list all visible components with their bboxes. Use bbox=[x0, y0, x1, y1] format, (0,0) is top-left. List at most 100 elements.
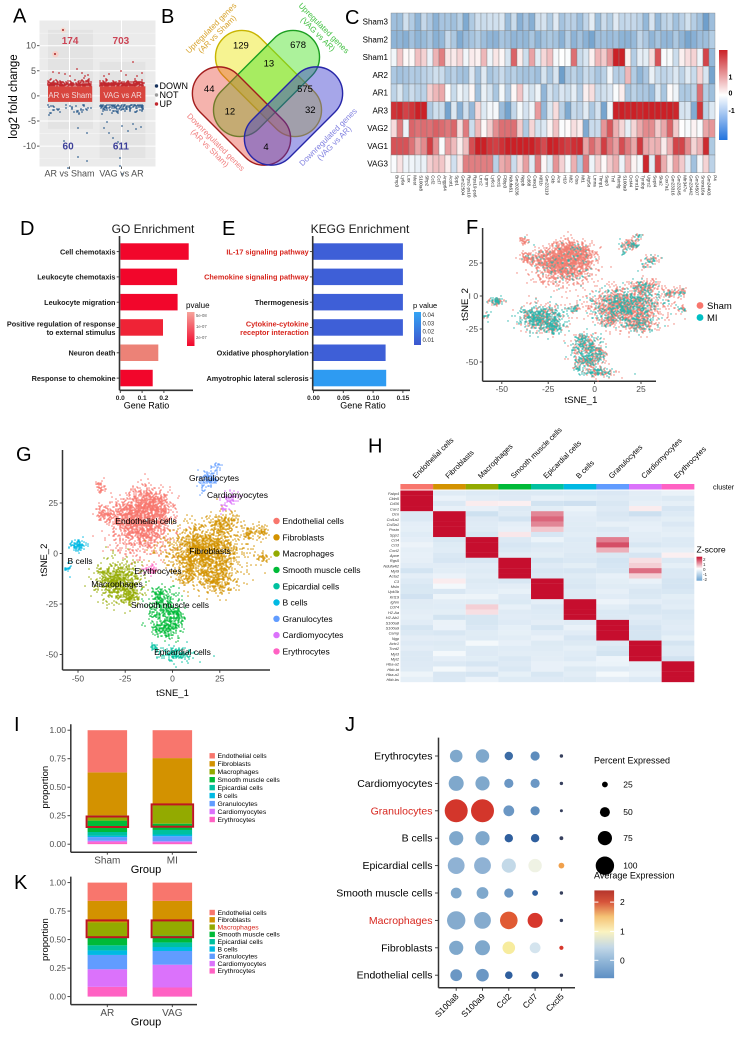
svg-text:Sham3: Sham3 bbox=[363, 18, 389, 27]
svg-text:0.2: 0.2 bbox=[159, 395, 168, 402]
svg-text:0.10: 0.10 bbox=[367, 395, 380, 402]
svg-text:Oxidative phosphorylation: Oxidative phosphorylation bbox=[217, 349, 309, 358]
svg-text:H2-Ab1: H2-Ab1 bbox=[386, 615, 399, 620]
svg-text:1: 1 bbox=[729, 75, 733, 82]
svg-text:Mt1: Mt1 bbox=[581, 175, 586, 183]
svg-text:0: 0 bbox=[170, 674, 175, 684]
svg-text:Group: Group bbox=[131, 1017, 162, 1029]
svg-text:Epicardial cells: Epicardial cells bbox=[218, 785, 264, 792]
svg-text:Mest: Mest bbox=[413, 175, 418, 186]
svg-text:174: 174 bbox=[62, 36, 79, 47]
svg-text:32: 32 bbox=[305, 105, 316, 116]
svg-text:Lmna: Lmna bbox=[593, 175, 598, 187]
svg-text:Macrophages: Macrophages bbox=[283, 549, 335, 559]
svg-text:-5: -5 bbox=[28, 116, 36, 126]
svg-text:tSNE_2: tSNE_2 bbox=[460, 288, 471, 321]
svg-text:Ckb: Ckb bbox=[551, 175, 556, 184]
svg-text:0.1: 0.1 bbox=[138, 395, 147, 402]
svg-text:1e-07: 1e-07 bbox=[196, 324, 207, 329]
svg-text:Epicardial cells: Epicardial cells bbox=[154, 647, 211, 657]
svg-text:J: J bbox=[345, 714, 355, 736]
svg-text:Gm24403: Gm24403 bbox=[707, 175, 712, 196]
svg-text:AR2: AR2 bbox=[372, 71, 388, 80]
svg-text:Amyotrophic lateral sclerosis: Amyotrophic lateral sclerosis bbox=[206, 374, 308, 383]
svg-text:611: 611 bbox=[113, 142, 130, 153]
svg-text:Actc1: Actc1 bbox=[388, 641, 399, 646]
svg-text:0.75: 0.75 bbox=[49, 754, 66, 764]
svg-text:C3: C3 bbox=[394, 579, 400, 584]
svg-text:75: 75 bbox=[623, 833, 633, 843]
svg-text:Granulocytes: Granulocytes bbox=[371, 805, 433, 817]
svg-text:D: D bbox=[20, 218, 34, 240]
svg-text:H: H bbox=[368, 436, 382, 458]
svg-text:Retnlg: Retnlg bbox=[617, 175, 622, 189]
svg-text:Cav1: Cav1 bbox=[390, 506, 399, 511]
svg-text:Myl2: Myl2 bbox=[391, 657, 400, 662]
svg-text:5e-08: 5e-08 bbox=[196, 313, 207, 318]
svg-text:S100a9: S100a9 bbox=[623, 175, 628, 191]
svg-text:VAG2: VAG2 bbox=[367, 124, 388, 133]
svg-text:Fibroblasts: Fibroblasts bbox=[381, 942, 432, 954]
svg-text:0.00: 0.00 bbox=[49, 839, 66, 849]
svg-text:AR1: AR1 bbox=[372, 89, 388, 98]
svg-text:E: E bbox=[222, 218, 235, 240]
svg-text:P4: P4 bbox=[713, 175, 718, 181]
svg-text:Endothelial cells: Endothelial cells bbox=[218, 753, 268, 760]
svg-text:C: C bbox=[345, 7, 359, 29]
svg-text:0.15: 0.15 bbox=[397, 395, 410, 402]
svg-text:Cd74: Cd74 bbox=[390, 605, 400, 610]
svg-text:0.25: 0.25 bbox=[49, 811, 66, 821]
svg-text:Ndufa4l2: Ndufa4l2 bbox=[383, 563, 399, 568]
svg-text:Rps2-ps10: Rps2-ps10 bbox=[467, 175, 472, 198]
svg-text:B cells: B cells bbox=[283, 598, 308, 608]
svg-text:Kif1b: Kif1b bbox=[539, 175, 544, 186]
svg-text:Ace: Ace bbox=[557, 175, 562, 183]
svg-text:IL-17 signaling pathway: IL-17 signaling pathway bbox=[226, 247, 309, 256]
svg-text:Cxcl2: Cxcl2 bbox=[389, 548, 400, 553]
svg-text:tSNE_1: tSNE_1 bbox=[565, 395, 598, 406]
svg-text:Mt2: Mt2 bbox=[569, 175, 574, 183]
svg-text:25: 25 bbox=[215, 674, 225, 684]
svg-text:678: 678 bbox=[290, 40, 306, 51]
svg-text:100: 100 bbox=[623, 861, 637, 871]
svg-text:Cd68: Cd68 bbox=[527, 175, 532, 186]
svg-text:0.02: 0.02 bbox=[423, 330, 435, 336]
svg-text:Hba-a2: Hba-a2 bbox=[386, 662, 400, 667]
svg-text:Z-score: Z-score bbox=[697, 545, 726, 555]
svg-text:Cd36: Cd36 bbox=[390, 501, 400, 506]
svg-text:G: G bbox=[16, 444, 32, 466]
svg-text:Bmp3: Bmp3 bbox=[395, 175, 400, 187]
svg-text:Gm20236: Gm20236 bbox=[515, 175, 520, 196]
svg-text:tSNE_2: tSNE_2 bbox=[39, 544, 50, 577]
svg-text:F8bp3: F8bp3 bbox=[503, 175, 508, 188]
svg-text:proportion: proportion bbox=[40, 766, 51, 809]
svg-text:129: 129 bbox=[233, 41, 249, 52]
svg-text:Epicardial cells: Epicardial cells bbox=[218, 939, 264, 946]
svg-text:Upk3b: Upk3b bbox=[388, 589, 400, 594]
svg-text:44: 44 bbox=[204, 84, 215, 95]
svg-text:0: 0 bbox=[473, 291, 478, 301]
svg-text:Casq1: Casq1 bbox=[533, 175, 538, 189]
svg-text:2: 2 bbox=[620, 897, 625, 907]
svg-text:Epicardial cells: Epicardial cells bbox=[362, 860, 432, 872]
svg-text:Smooth muscle cells: Smooth muscle cells bbox=[218, 777, 281, 784]
svg-text:Chemokine signaling pathway: Chemokine signaling pathway bbox=[204, 273, 310, 282]
svg-text:0.75: 0.75 bbox=[49, 906, 66, 916]
svg-text:Atp5o: Atp5o bbox=[587, 175, 592, 187]
svg-text:4: 4 bbox=[263, 142, 268, 153]
svg-text:Granulocytes: Granulocytes bbox=[218, 954, 259, 961]
svg-text:0: 0 bbox=[592, 384, 597, 394]
svg-text:Granulocytes: Granulocytes bbox=[283, 614, 333, 624]
svg-text:GO Enrichment: GO Enrichment bbox=[112, 222, 195, 236]
svg-text:Hba-a1: Hba-a1 bbox=[386, 672, 399, 677]
svg-text:MI: MI bbox=[707, 313, 718, 324]
svg-text:Sfrp2: Sfrp2 bbox=[425, 175, 430, 186]
svg-text:Ccl7: Ccl7 bbox=[437, 175, 442, 185]
svg-text:2e-07: 2e-07 bbox=[196, 335, 207, 340]
svg-text:KEGG Enrichment: KEGG Enrichment bbox=[311, 222, 410, 236]
svg-text:VAG1: VAG1 bbox=[367, 142, 388, 151]
svg-text:Ctss: Ctss bbox=[575, 175, 580, 185]
svg-text:Macrophages: Macrophages bbox=[91, 579, 143, 589]
svg-text:VAG vs AR: VAG vs AR bbox=[99, 169, 144, 179]
svg-text:Postn: Postn bbox=[389, 527, 399, 532]
